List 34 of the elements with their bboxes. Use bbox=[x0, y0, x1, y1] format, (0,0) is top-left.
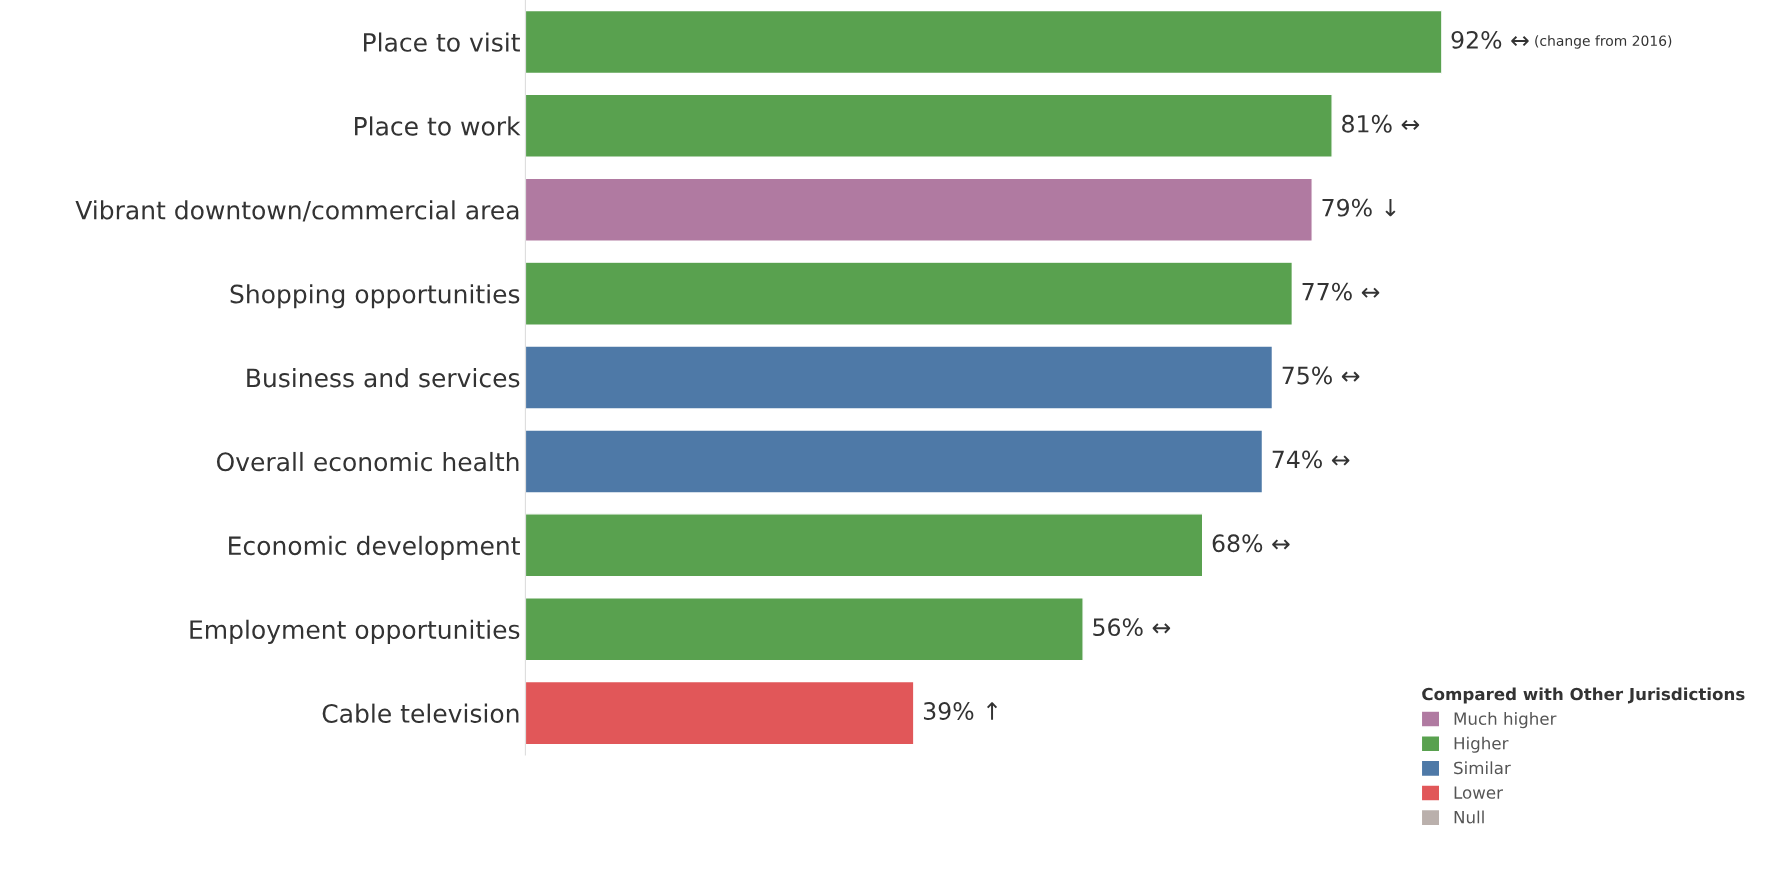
y-tick-label: Place to work bbox=[355, 116, 521, 136]
legend-label: Null bbox=[1454, 810, 1484, 824]
legend-label: Similar bbox=[1454, 761, 1511, 775]
y-tick-label: Vibrant downtown/commercial area bbox=[75, 200, 519, 222]
bar bbox=[525, 93, 1333, 158]
legend-title: Compared with Other Jurisdictions bbox=[1422, 687, 1745, 704]
text: (change from 2016) bbox=[1535, 35, 1672, 49]
y-tick-label: Employment opportunities bbox=[190, 619, 520, 644]
y-tick-label: Place to visit bbox=[364, 32, 520, 52]
bar bbox=[525, 429, 1264, 494]
data-label: 79% ↓ bbox=[1322, 198, 1396, 217]
data-label: 81% ↔ bbox=[1342, 114, 1420, 133]
y-tick-label: Business and services bbox=[247, 368, 520, 388]
bar bbox=[525, 345, 1274, 410]
data-label: 68% ↔ bbox=[1212, 534, 1290, 553]
y-tick-label: Economic development bbox=[229, 535, 520, 561]
data-label: 39% ↑ bbox=[923, 702, 998, 720]
data-label: 77% ↔ bbox=[1302, 282, 1380, 301]
y-tick-label: Overall economic health bbox=[216, 451, 519, 472]
data-label: 92% ↔ bbox=[1451, 30, 1529, 49]
bar bbox=[525, 680, 915, 746]
y-tick-label: Shopping opportunities bbox=[230, 284, 520, 309]
legend-label: Much higher bbox=[1454, 712, 1557, 729]
bar bbox=[525, 261, 1294, 326]
y-tick-label: Cable television bbox=[322, 703, 519, 723]
bar bbox=[525, 597, 1084, 662]
legend-label: Lower bbox=[1454, 786, 1503, 799]
data-label: 56% ↔ bbox=[1093, 618, 1171, 637]
data-label: 74% ↔ bbox=[1272, 450, 1350, 469]
bar bbox=[525, 9, 1442, 75]
data-label: 75% ↔ bbox=[1282, 366, 1360, 385]
bar bbox=[525, 177, 1313, 242]
legend-label: Higher bbox=[1454, 736, 1509, 753]
bar bbox=[525, 513, 1204, 578]
